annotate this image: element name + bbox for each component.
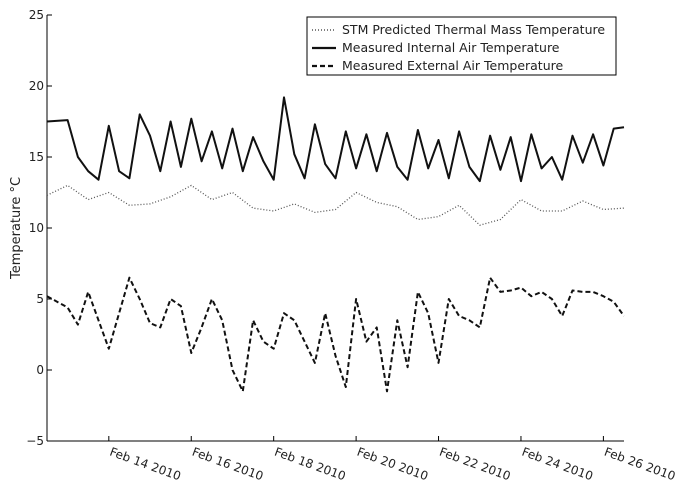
- series-line-internal-air: [46, 96, 625, 183]
- y-tick-label: 10: [29, 221, 44, 235]
- legend-label-predicted: STM Predicted Thermal Mass Temperature: [342, 22, 605, 37]
- y-tick-label: 20: [29, 79, 44, 93]
- x-tick-label: Feb 24 2010: [520, 445, 595, 484]
- y-axis-label: Temperature °C: [9, 177, 24, 280]
- series-line-predicted-thermal-mass: [46, 184, 625, 226]
- y-tick-label: −5: [26, 434, 44, 448]
- legend-label-internal: Measured Internal Air Temperature: [342, 40, 560, 55]
- plot-area: [46, 15, 625, 442]
- y-tick-label: 5: [36, 292, 44, 306]
- x-tick-label: Feb 22 2010: [438, 445, 513, 484]
- legend-box: [306, 16, 617, 76]
- legend: STM Predicted Thermal Mass Temperature M…: [306, 16, 617, 76]
- y-tick-label: 0: [36, 363, 44, 377]
- series-line-external-air: [46, 276, 625, 393]
- x-tick-label: Feb 26 2010: [602, 445, 677, 484]
- x-tick-label: Feb 20 2010: [355, 445, 430, 484]
- x-tick-label: Feb 18 2010: [273, 445, 348, 484]
- x-tick-label: Feb 16 2010: [190, 445, 265, 484]
- y-axis: −5 0 5 10 15 20 25: [26, 8, 52, 448]
- y-tick-label: 25: [29, 8, 44, 22]
- legend-label-external: Measured External Air Temperature: [342, 58, 563, 73]
- x-tick-label: Feb 14 2010: [108, 445, 183, 484]
- x-axis: Feb 14 2010 Feb 16 2010 Feb 18 2010 Feb 20 …: [108, 436, 677, 484]
- y-tick-label: 15: [29, 150, 44, 164]
